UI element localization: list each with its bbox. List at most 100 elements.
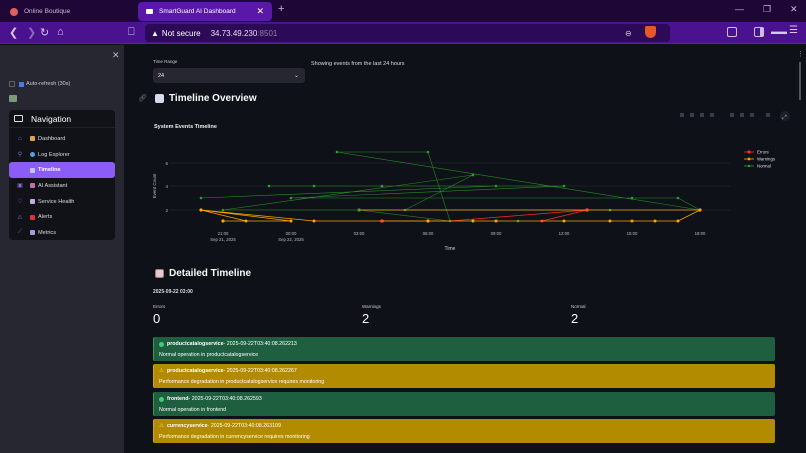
sidebar-item-timeline[interactable]: Timeline: [9, 162, 115, 179]
event-service: frontend: [167, 396, 189, 402]
restore-button[interactable]: ❐: [763, 4, 772, 14]
new-tab-button[interactable]: +: [278, 3, 285, 15]
sidebar-item-log-explorer[interactable]: ⚲ Log Explorer: [9, 147, 115, 163]
robot-icon: ▣: [17, 183, 23, 190]
event-service: productcatalogservice: [166, 368, 224, 374]
home-icon: ⌂: [18, 135, 22, 142]
back-button[interactable]: ❮: [9, 27, 19, 39]
time-range-select[interactable]: 24 ⌄: [153, 68, 305, 83]
timeline-overview-heading: Timeline Overview: [155, 93, 257, 104]
event-item: ⚠ currencyservice - 2025-09-22T03:40:08.2…: [153, 419, 775, 443]
sidebar-item-ai-assistant[interactable]: ▣ AI Assistant: [9, 178, 115, 194]
bookmark-button[interactable]: ⎕: [128, 26, 135, 38]
crown-favicon-icon: [146, 9, 153, 14]
checkbox-icon[interactable]: [9, 81, 15, 87]
chart-title: System Events Timeline: [154, 124, 217, 130]
tab-smartguard-dashboard[interactable]: SmartGuard AI Dashboard ✕: [138, 2, 272, 21]
close-tab-icon[interactable]: ✕: [256, 6, 264, 16]
svg-text:Warnings: Warnings: [757, 157, 775, 162]
svg-text:06:00: 06:00: [423, 231, 434, 236]
metric-warnings: Warnings 2: [362, 304, 381, 326]
green-circle-icon: [159, 396, 164, 402]
heart-monitor-icon: ♡: [17, 199, 23, 206]
warning-icon: ⚠: [159, 368, 164, 374]
svg-text:Normal: Normal: [757, 164, 771, 169]
reload-button[interactable]: ↻: [40, 27, 50, 39]
sidebar-item-label: Timeline: [38, 167, 61, 174]
chart-emoji-icon: [30, 167, 35, 173]
close-sidebar-button[interactable]: ✕: [112, 50, 120, 60]
heading-text: Detailed Timeline: [169, 268, 252, 279]
navigation-header: Navigation: [9, 110, 115, 128]
wallet-icon[interactable]: ▬▬: [771, 27, 787, 36]
zoom-icon[interactable]: ⊖: [625, 28, 632, 38]
event-message: Performance degradation in currencyservi…: [159, 434, 310, 440]
anchor-link-icon[interactable]: 🔗︎: [138, 95, 147, 102]
main-menu-icon[interactable]: ⋮: [797, 51, 804, 58]
url-host: 34.73.49.230: [210, 28, 258, 38]
event-message: Normal operation in productcatalogservic…: [159, 352, 259, 358]
event-service: productcatalogservice: [167, 341, 224, 347]
browser-tab-bar: Online Boutique SmartGuard AI Dashboard …: [0, 0, 806, 22]
sidebar-item-dashboard[interactable]: ⌂ Dashboard: [9, 131, 115, 147]
svg-text:Errors: Errors: [757, 150, 769, 155]
refresh-emoji-icon: [19, 81, 24, 87]
chevron-down-icon: ⌄: [293, 73, 299, 79]
event-time: - 2025-09-22T03:40:08.262267: [223, 368, 297, 374]
chart-legend: Errors Warnings Normal: [744, 150, 775, 169]
normal-series: [200, 151, 701, 222]
warning-icon: ⚠: [159, 423, 164, 429]
sidebar-item-alerts[interactable]: ⚠ Alerts: [9, 209, 115, 225]
metric-value: 0: [153, 311, 161, 326]
warning-icon: ▲: [151, 28, 159, 38]
tab-label: SmartGuard AI Dashboard: [159, 8, 236, 15]
line-chart-icon: ⟋: [17, 229, 23, 236]
forward-button[interactable]: ❯: [27, 27, 37, 39]
auto-refresh-checkbox[interactable]: Auto-refresh (30s): [9, 81, 70, 87]
brave-shield-icon[interactable]: [645, 26, 656, 38]
svg-text:18:00: 18:00: [695, 231, 706, 236]
svg-text:15:00: 15:00: [627, 231, 638, 236]
svg-text:12:00: 12:00: [559, 231, 570, 236]
event-time: - 2025-09-22T03:40:08.262213: [223, 341, 297, 347]
sidebar-item-service-health[interactable]: ♡ Service Health: [9, 194, 115, 210]
address-bar[interactable]: ▲ Not secure 34.73.49.230 :8501 ⊖: [145, 24, 670, 42]
metric-normal: Normal 2: [571, 304, 586, 326]
svg-text:09:00: 09:00: [491, 231, 502, 236]
home-button[interactable]: ⌂: [57, 26, 64, 38]
tab-online-boutique[interactable]: Online Boutique: [2, 2, 132, 21]
sidebar-toggle-icon[interactable]: [754, 27, 764, 37]
sidebar-item-label: AI Assistant: [38, 182, 68, 189]
chart-emoji-icon: [30, 230, 35, 236]
time-range-label: Time Range: [153, 59, 178, 64]
y-axis-ticks: 6 4 2: [165, 161, 168, 213]
minimize-button[interactable]: —: [735, 4, 744, 14]
sidebar-item-label: Alerts: [38, 214, 53, 221]
sidebar-item-label: Service Health: [38, 198, 75, 205]
screenshot-icon[interactable]: [727, 27, 737, 37]
sidebar-item-metrics[interactable]: ⟋ Metrics: [9, 225, 115, 241]
security-label[interactable]: Not secure: [161, 28, 201, 38]
warning-icon: ⚠: [17, 214, 23, 221]
window-close-button[interactable]: ✕: [790, 4, 798, 14]
sidebar: ✕ Auto-refresh (30s) Navigation ⌂ Dashbo…: [0, 45, 124, 453]
clipboard-emoji-icon: [30, 199, 35, 205]
sidebar-item-label: Metrics: [38, 229, 57, 236]
url-port: :8501: [257, 28, 278, 38]
browser-toolbar: ❮ ❯ ↻ ⌂ ⎕ ▲ Not secure 34.73.49.230 :850…: [0, 22, 806, 44]
event-service: currencyservice: [166, 423, 208, 429]
clipboard-emoji-icon: [155, 269, 164, 278]
navigation-menu: Navigation ⌂ Dashboard ⚲ Log Explorer Ti…: [9, 110, 115, 240]
scrollbar[interactable]: [799, 62, 801, 100]
svg-text:00:00: 00:00: [286, 231, 297, 236]
main-content: Time Range 24 ⌄ Showing events from the …: [124, 45, 806, 453]
errors-series: [382, 209, 588, 222]
showing-events-text: Showing events from the last 24 hours: [311, 61, 405, 67]
svg-text:03:00: 03:00: [354, 231, 365, 236]
auto-refresh-label: Auto-refresh (30s): [26, 81, 71, 87]
event-item: productcatalogservice - 2025-09-22T03:40…: [153, 337, 775, 361]
menu-icon[interactable]: ☰: [789, 25, 798, 36]
event-message: Normal operation in frontend: [159, 407, 227, 413]
